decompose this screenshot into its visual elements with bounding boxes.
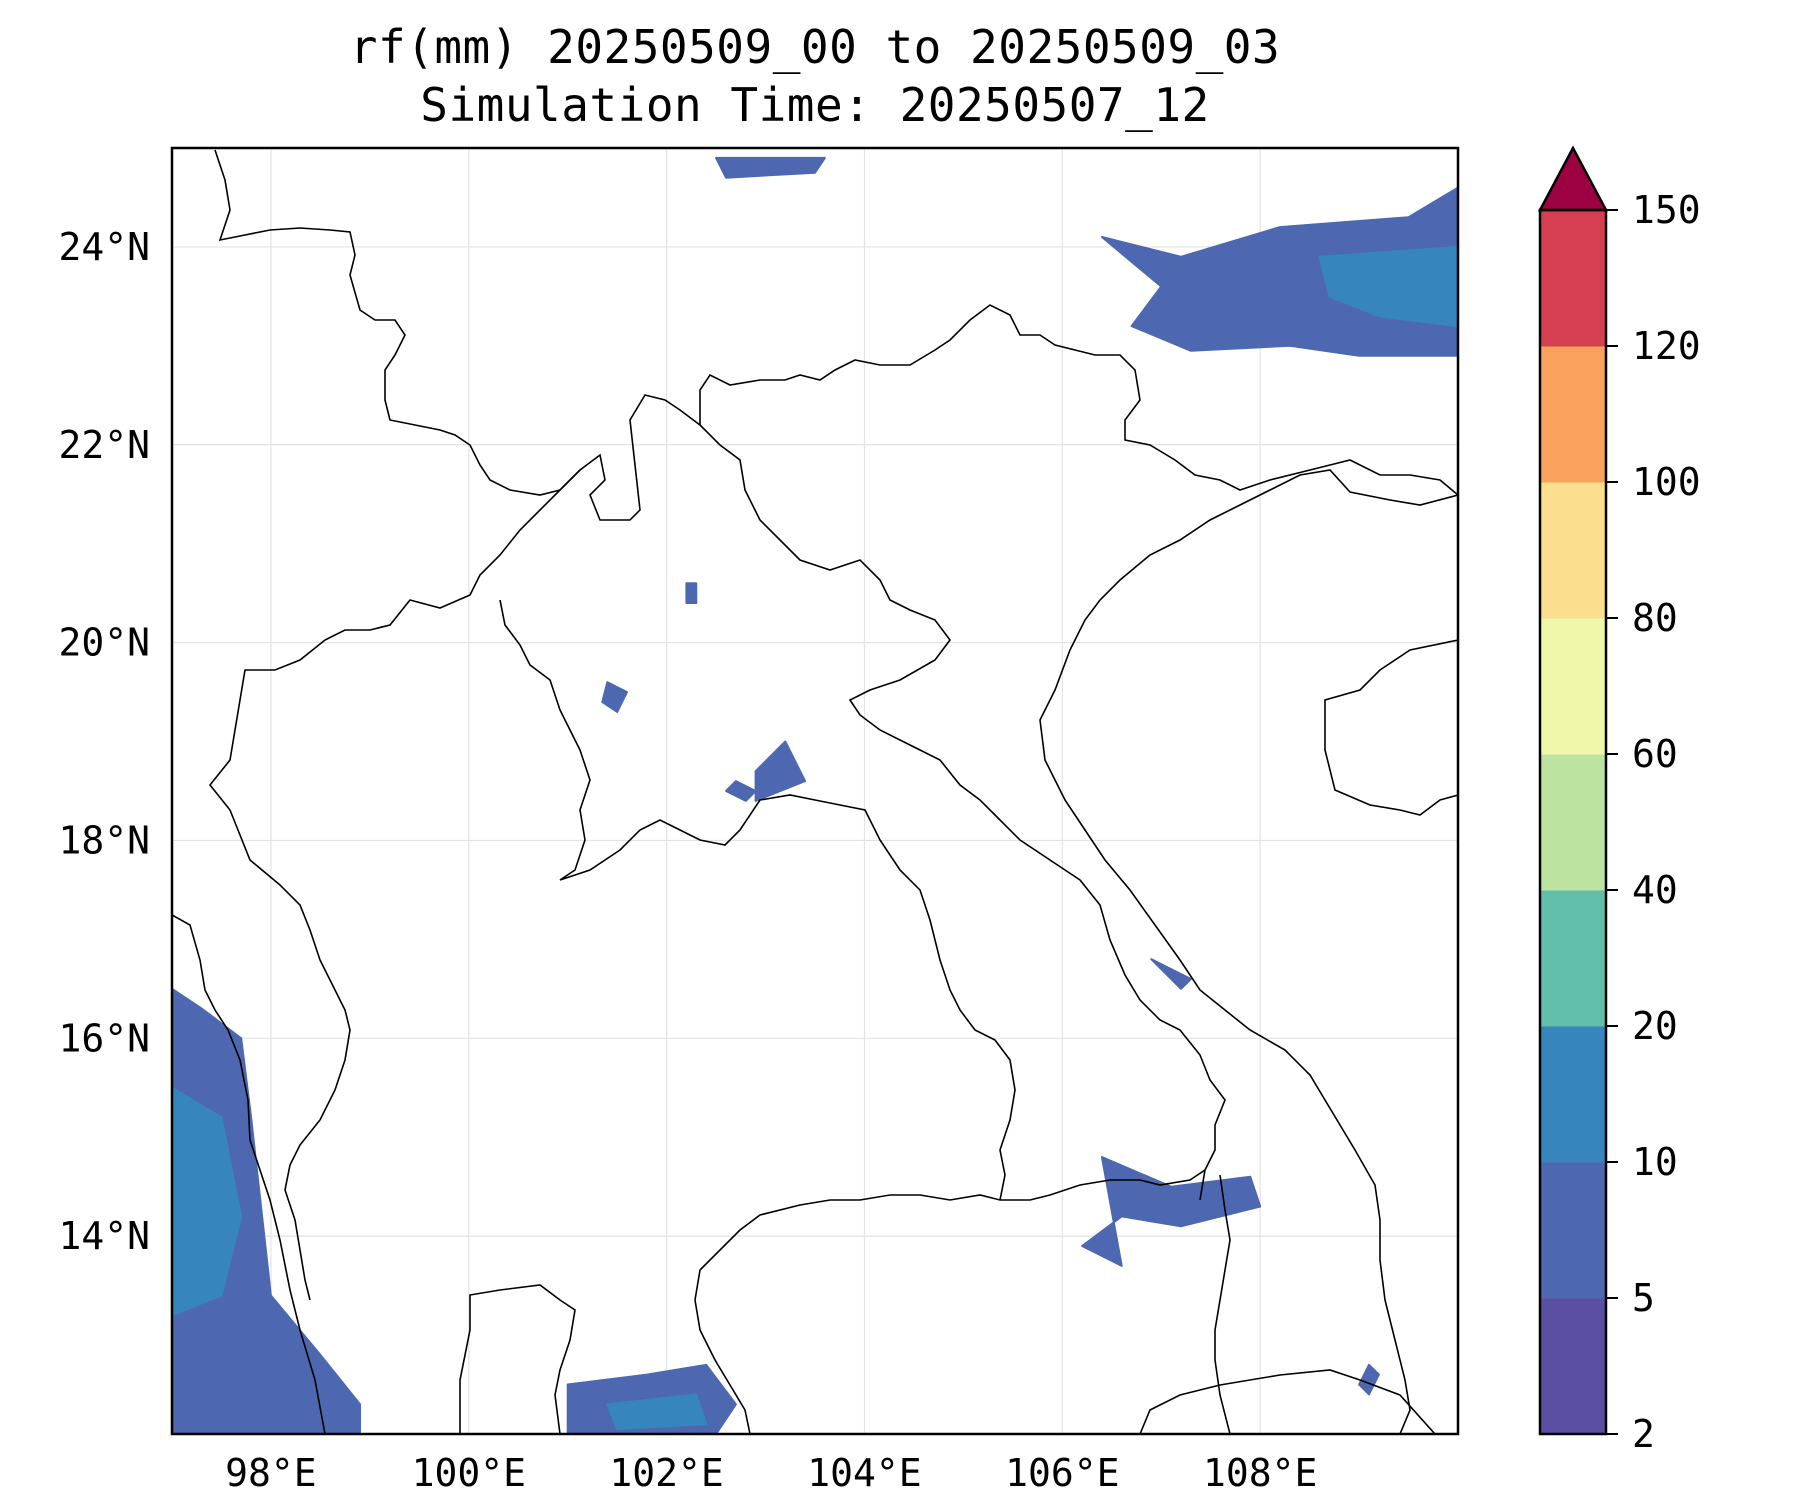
lon-tick-label: 100°E <box>412 1451 526 1495</box>
lat-tick-label: 24°N <box>58 225 150 269</box>
colorbar-segment <box>1540 210 1606 347</box>
lon-tick-label: 98°E <box>225 1451 317 1495</box>
rain-area-vietnam-coast <box>1150 958 1192 990</box>
rain-area-laos-south <box>1081 1156 1262 1267</box>
rain-area-guangxi-core <box>1318 245 1458 328</box>
lat-tick-label: 14°N <box>58 1214 150 1258</box>
colorbar-tick-label: 80 <box>1632 596 1678 640</box>
colorbar-tick-label: 10 <box>1632 1140 1678 1184</box>
colorbar-tick-label: 120 <box>1632 324 1701 368</box>
rain-area-cambodia-core <box>606 1393 708 1431</box>
lon-tick-label: 106°E <box>1005 1451 1119 1495</box>
lat-tick-label: 22°N <box>58 423 150 467</box>
colorbar-segment <box>1540 1298 1606 1435</box>
rain-area-laos-north <box>754 740 807 802</box>
colorbar-tick-label: 100 <box>1632 460 1701 504</box>
colorbar-segment <box>1540 482 1606 619</box>
chart-title: rf(mm) 20250509_00 to 20250509_03 <box>349 20 1281 74</box>
border-cambodia <box>694 1169 1231 1434</box>
rain-area-myanmar-core <box>172 1086 243 1317</box>
colorbar-segment <box>1540 1162 1606 1299</box>
rain-area-laos-north-2 <box>725 780 757 802</box>
colorbar: 2 5 10 20 40 60 80 100 120 150 <box>1537 145 1701 1456</box>
west-coast <box>172 914 326 1434</box>
colorbar-segment <box>1540 890 1606 1027</box>
rain-area-vietnam-south <box>1358 1363 1380 1396</box>
colorbar-segment <box>1540 618 1606 755</box>
lat-tick-label: 16°N <box>58 1016 150 1060</box>
colorbar-tick-label: 2 <box>1632 1412 1655 1456</box>
rain-area-south-china <box>715 156 826 179</box>
border-laos-thailand <box>499 599 1016 1201</box>
rain-area-laos-isolated <box>685 582 698 604</box>
colorbar-segment <box>1540 346 1606 483</box>
colorbar-tick-label: 40 <box>1632 868 1678 912</box>
colorbar-extend-arrow <box>1537 145 1609 212</box>
lon-tick-label: 108°E <box>1203 1451 1317 1495</box>
boundaries-layer <box>172 149 1458 1434</box>
lat-tick-label: 18°N <box>58 818 150 862</box>
colorbar-tick-label: 150 <box>1632 188 1701 232</box>
colorbar-segment <box>1540 754 1606 891</box>
thai-gulf-west <box>459 1284 576 1434</box>
colorbar-tick-label: 20 <box>1632 1004 1678 1048</box>
colorbar-tick-label: 60 <box>1632 732 1678 776</box>
rain-area-guangxi-north <box>1100 186 1458 357</box>
map-frame <box>170 146 1460 1436</box>
lat-tick-label: 20°N <box>58 621 150 665</box>
rain-area-myanmar-west <box>172 987 361 1434</box>
gulf-coast <box>1139 1369 1436 1434</box>
colorbar-tick-label: 5 <box>1632 1276 1655 1320</box>
lon-tick-label: 104°E <box>807 1451 921 1495</box>
colorbar-frame <box>1538 208 1608 1436</box>
hainan-island <box>1324 639 1458 816</box>
lon-tick-label: 102°E <box>609 1451 723 1495</box>
rain-area-laos-west <box>601 681 628 713</box>
chart-subtitle: Simulation Time: 20250507_12 <box>420 78 1210 132</box>
colorbar-segment <box>1540 1026 1606 1163</box>
border-myanmar-laos <box>208 469 581 1301</box>
rainfall-layer <box>172 156 1458 1434</box>
axes: 98°E 100°E 102°E 104°E 106°E 108°E 14°N 16°N 18°… <box>58 225 1317 1495</box>
gridlines <box>172 148 1458 1434</box>
coastline <box>1039 469 1458 1434</box>
border-laos-vietnam <box>699 424 1226 1201</box>
